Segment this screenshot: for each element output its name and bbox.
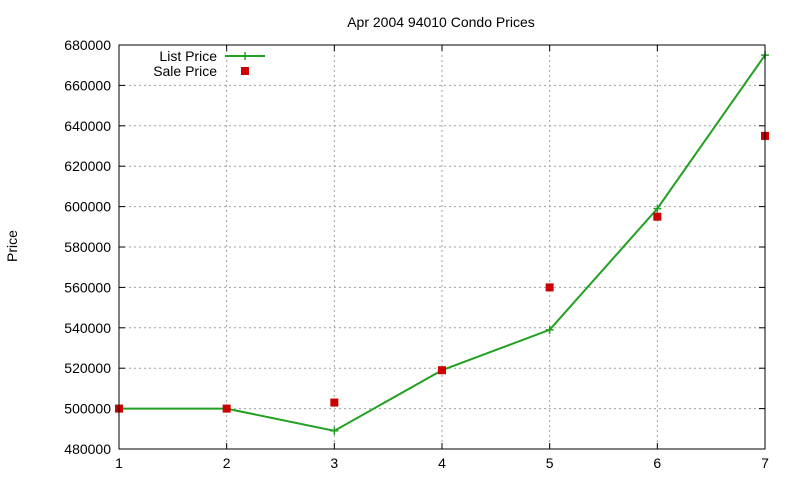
y-tick-labels: 480000 500000 520000 540000 560000 580000 6000…	[64, 37, 111, 457]
sale-price-point	[330, 398, 339, 407]
legend-item-sale-price: Sale Price	[153, 63, 249, 79]
list-price-point	[653, 204, 662, 213]
sale-price-point	[222, 404, 231, 413]
y-tick-label: 600000	[64, 199, 111, 215]
y-tick-label: 620000	[64, 158, 111, 174]
y-tick-label: 500000	[64, 401, 111, 417]
y-axis-label: Price	[4, 230, 20, 262]
x-tick-label: 5	[546, 455, 554, 471]
sale-price-point	[545, 283, 554, 292]
grid-lines	[119, 45, 765, 449]
x-tick-label: 1	[115, 455, 123, 471]
sale-price-point	[438, 366, 446, 375]
y-tick-label: 480000	[64, 441, 111, 457]
x-tick-label: 2	[223, 455, 231, 471]
plot-series	[115, 51, 769, 435]
legend-square-swatch	[241, 67, 249, 75]
x-tick-label: 7	[761, 455, 769, 471]
list-price-point	[330, 426, 339, 435]
x-tick-label: 3	[330, 455, 338, 471]
y-tick-label: 560000	[64, 279, 111, 295]
legend-item-list-price: List Price	[159, 48, 265, 64]
plot-frame	[118, 44, 766, 450]
y-tick-label: 660000	[64, 77, 111, 93]
y-tick-label: 540000	[64, 320, 111, 336]
y-tick-label: 680000	[64, 37, 111, 53]
x-tick-labels: 1 2 3 4 5 6 7	[115, 455, 769, 471]
legend-label: List Price	[159, 48, 217, 64]
y-tick-label: 640000	[64, 118, 111, 134]
legend-plus-marker	[241, 52, 249, 60]
sale-price-point	[653, 212, 662, 221]
x-tick-label: 4	[438, 455, 446, 471]
legend-label: Sale Price	[153, 63, 217, 79]
chart-title: Apr 2004 94010 Condo Prices	[347, 14, 535, 30]
x-tick-label: 6	[653, 455, 661, 471]
y-tick-label: 520000	[64, 360, 111, 376]
y-tick-label: 580000	[64, 239, 111, 255]
list-price-point	[545, 325, 554, 334]
series-sale-price	[115, 131, 769, 413]
series-list-price	[115, 51, 769, 435]
